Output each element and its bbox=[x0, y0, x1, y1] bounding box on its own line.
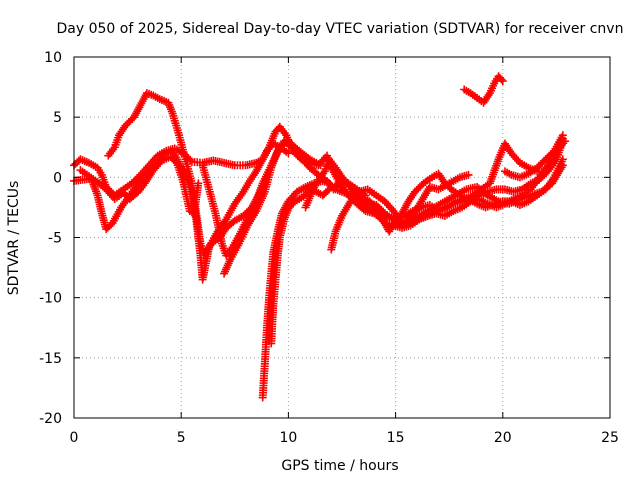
data-point bbox=[194, 179, 203, 188]
y-tick-label: 5 bbox=[53, 110, 62, 126]
y-tick-label: -15 bbox=[39, 351, 62, 367]
y-tick-label: 10 bbox=[44, 50, 62, 66]
x-tick-label: 0 bbox=[70, 430, 79, 446]
series-trace-h bbox=[267, 185, 334, 348]
axis-ticks bbox=[73, 56, 611, 419]
x-tick-label: 5 bbox=[177, 430, 186, 446]
y-tick-labels: -20 -15 -10 -5 0 5 10 bbox=[39, 50, 62, 427]
grid-lines bbox=[74, 57, 610, 418]
y-tick-label: -20 bbox=[39, 411, 62, 427]
data-point bbox=[325, 185, 334, 194]
data-point bbox=[558, 131, 567, 140]
y-tick-label: -10 bbox=[39, 291, 62, 307]
series-trace-n bbox=[500, 131, 567, 182]
data-points bbox=[70, 72, 569, 402]
data-point bbox=[558, 155, 567, 164]
x-tick-label: 15 bbox=[387, 430, 405, 446]
data-point bbox=[498, 77, 507, 86]
x-axis-label: GPS time / hours bbox=[281, 458, 398, 474]
x-tick-labels: 0 5 10 15 20 25 bbox=[70, 430, 619, 446]
chart-title: Day 050 of 2025, Sidereal Day-to-day VTE… bbox=[57, 21, 624, 37]
x-tick-label: 10 bbox=[279, 430, 297, 446]
y-axis-label: SDTVAR / TECUs bbox=[6, 181, 22, 296]
y-tick-label: 0 bbox=[53, 170, 62, 186]
x-tick-label: 25 bbox=[601, 430, 619, 446]
series-trace-l bbox=[391, 155, 567, 230]
data-point bbox=[464, 170, 473, 179]
x-tick-label: 20 bbox=[494, 430, 512, 446]
series-trace-d bbox=[76, 152, 203, 218]
data-point bbox=[316, 161, 325, 170]
series-trace-k bbox=[346, 137, 569, 232]
y-tick-label: -5 bbox=[48, 231, 62, 247]
series-trace-m bbox=[460, 72, 507, 107]
data-point bbox=[284, 149, 293, 158]
